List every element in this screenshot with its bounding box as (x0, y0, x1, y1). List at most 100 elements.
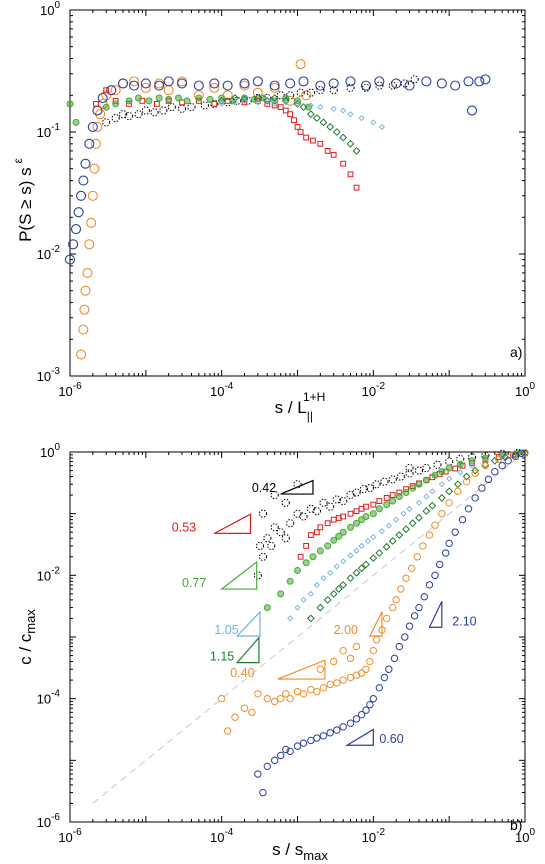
panel-a-data-point (358, 115, 365, 122)
panel-b-data-point (329, 589, 338, 598)
panel-b-slope-annotation: 2.00 (334, 611, 383, 637)
panel-b-data-point (359, 485, 368, 494)
panel-b-data-point (471, 469, 479, 478)
panel-a-data-point (291, 117, 297, 124)
panel-b-data-point (313, 687, 321, 696)
panel-b-data-point (478, 484, 486, 492)
panel-a-data-point (68, 239, 79, 250)
panel-a-data-point (90, 138, 102, 149)
panel-b-slope-label: 0.53 (172, 520, 196, 534)
panel-b-slope-annotation: 0.40 (230, 659, 326, 680)
panel-a-data-point (176, 78, 188, 89)
panel-b-data-point (405, 622, 414, 630)
panel-b-slope-label: 1.15 (210, 650, 234, 664)
panel-b-data-point (340, 558, 347, 565)
panel-b-data-point (255, 541, 265, 551)
panel-a-data-point (84, 239, 95, 250)
panel-b-y-axis-label: c / cmax (16, 609, 38, 665)
panel-a-data-point (326, 123, 335, 131)
panel-b-data-point (400, 510, 407, 517)
panel-b-data-point (357, 710, 366, 719)
panel-b-slope-annotation: 0.53 (172, 513, 252, 534)
panel-a-data-point (92, 121, 103, 133)
panel-b-data-point (454, 487, 462, 496)
panel-b-data-point (276, 694, 285, 703)
panel-a-data-point (352, 146, 361, 155)
panel-a-data-point (66, 100, 74, 108)
panel-b-data-point (335, 532, 343, 540)
panel-b-y-tick-exp: -2 (51, 565, 60, 576)
panel-a-data-point (287, 111, 294, 118)
panel-b-y-tick-exp: -6 (51, 812, 60, 823)
panel-b-data-point (329, 657, 338, 666)
panel-b-ylabel-sub: max (23, 609, 38, 634)
panel-b-data-point (286, 577, 294, 585)
panel-b-data-point (352, 671, 361, 679)
panel-b-data-point (452, 465, 459, 472)
panel-b-series-5 (217, 448, 529, 735)
panel-a-data-point (360, 80, 372, 91)
panel-b-data-point (353, 547, 360, 554)
panel-a-axes-frame (69, 9, 526, 377)
panel-a-data-point (264, 97, 271, 104)
panel-a-y-tick-exp: -1 (51, 122, 60, 133)
panel-b-data-point (259, 788, 267, 797)
panel-a-data-point (231, 99, 239, 106)
panel-b-data-point (297, 553, 304, 560)
panel-a-data-point (388, 81, 397, 90)
panel-a-data-point (150, 108, 159, 117)
panel-b-plot-area: 10-6 10-4 10-2 10010-610-410-21000.420.530.… (37, 442, 536, 845)
panel-b-data-point (276, 528, 285, 537)
panel-a-data-point (375, 81, 384, 90)
panel-b-data-point (339, 646, 347, 655)
panel-b-data-point (429, 488, 436, 495)
panel-b-x-tick-base: 10 (210, 830, 224, 845)
panel-a-data-point (282, 107, 289, 114)
panel-b-x-tick-label: 10-6 (58, 827, 82, 845)
panel-b-data-point (352, 715, 361, 723)
panel-b-data-point (231, 713, 239, 721)
panel-b-data-point (340, 513, 347, 520)
panel-b-data-point (428, 501, 437, 510)
panel-a-data-point (87, 190, 98, 201)
panel-b-data-point (451, 528, 459, 536)
panel-b-y-tick-exp: 0 (54, 442, 60, 453)
panel-b-data-point (347, 510, 354, 517)
panel-a-data-point (285, 78, 296, 89)
panel-a-data-point (233, 96, 242, 105)
panel-a-data-point (347, 111, 354, 118)
panel-b-data-point (433, 460, 442, 469)
panel-b-data-point (431, 571, 439, 580)
panel-b-data-point (388, 475, 397, 484)
panel-a-data-point (167, 102, 176, 112)
panel-b-data-point (437, 494, 446, 502)
panel-a-data-point (78, 175, 89, 186)
panel-b-y-tick-base: 10 (37, 568, 51, 583)
panel-b-xlabel-sub: max (303, 848, 328, 863)
panel-b-data-point (422, 476, 430, 484)
panel-b-data-point (395, 531, 404, 539)
panel-a-data-point (347, 171, 354, 178)
panel-b-slope-triangle (235, 636, 260, 664)
panel-b-y-tick-exp: -4 (51, 689, 60, 700)
panel-a-data-point (480, 74, 491, 85)
panel-b-data-point (353, 519, 361, 527)
panel-b-data-point (467, 453, 477, 462)
panel-a-x-tick-exp: -6 (73, 381, 82, 392)
panel-a-data-point (82, 267, 93, 278)
panel-b-data-point (491, 467, 499, 476)
panel-a-data-point (317, 140, 324, 147)
panel-b-data-point (248, 708, 256, 717)
panel-b-data-point (389, 492, 396, 499)
panel-b-data-point (330, 516, 337, 523)
panel-b-data-point (495, 455, 503, 464)
panel-b-data-point (281, 534, 290, 543)
panel-b-data-point (319, 732, 328, 740)
panel-b-data-point (441, 549, 450, 557)
panel-b-data-point (415, 513, 423, 522)
panel-a-data-point (295, 59, 306, 70)
panel-b-data-point (317, 524, 324, 531)
panel-a-data-point (154, 80, 165, 91)
panel-b-data-point (375, 549, 384, 557)
panel-b-data-point (406, 505, 413, 512)
